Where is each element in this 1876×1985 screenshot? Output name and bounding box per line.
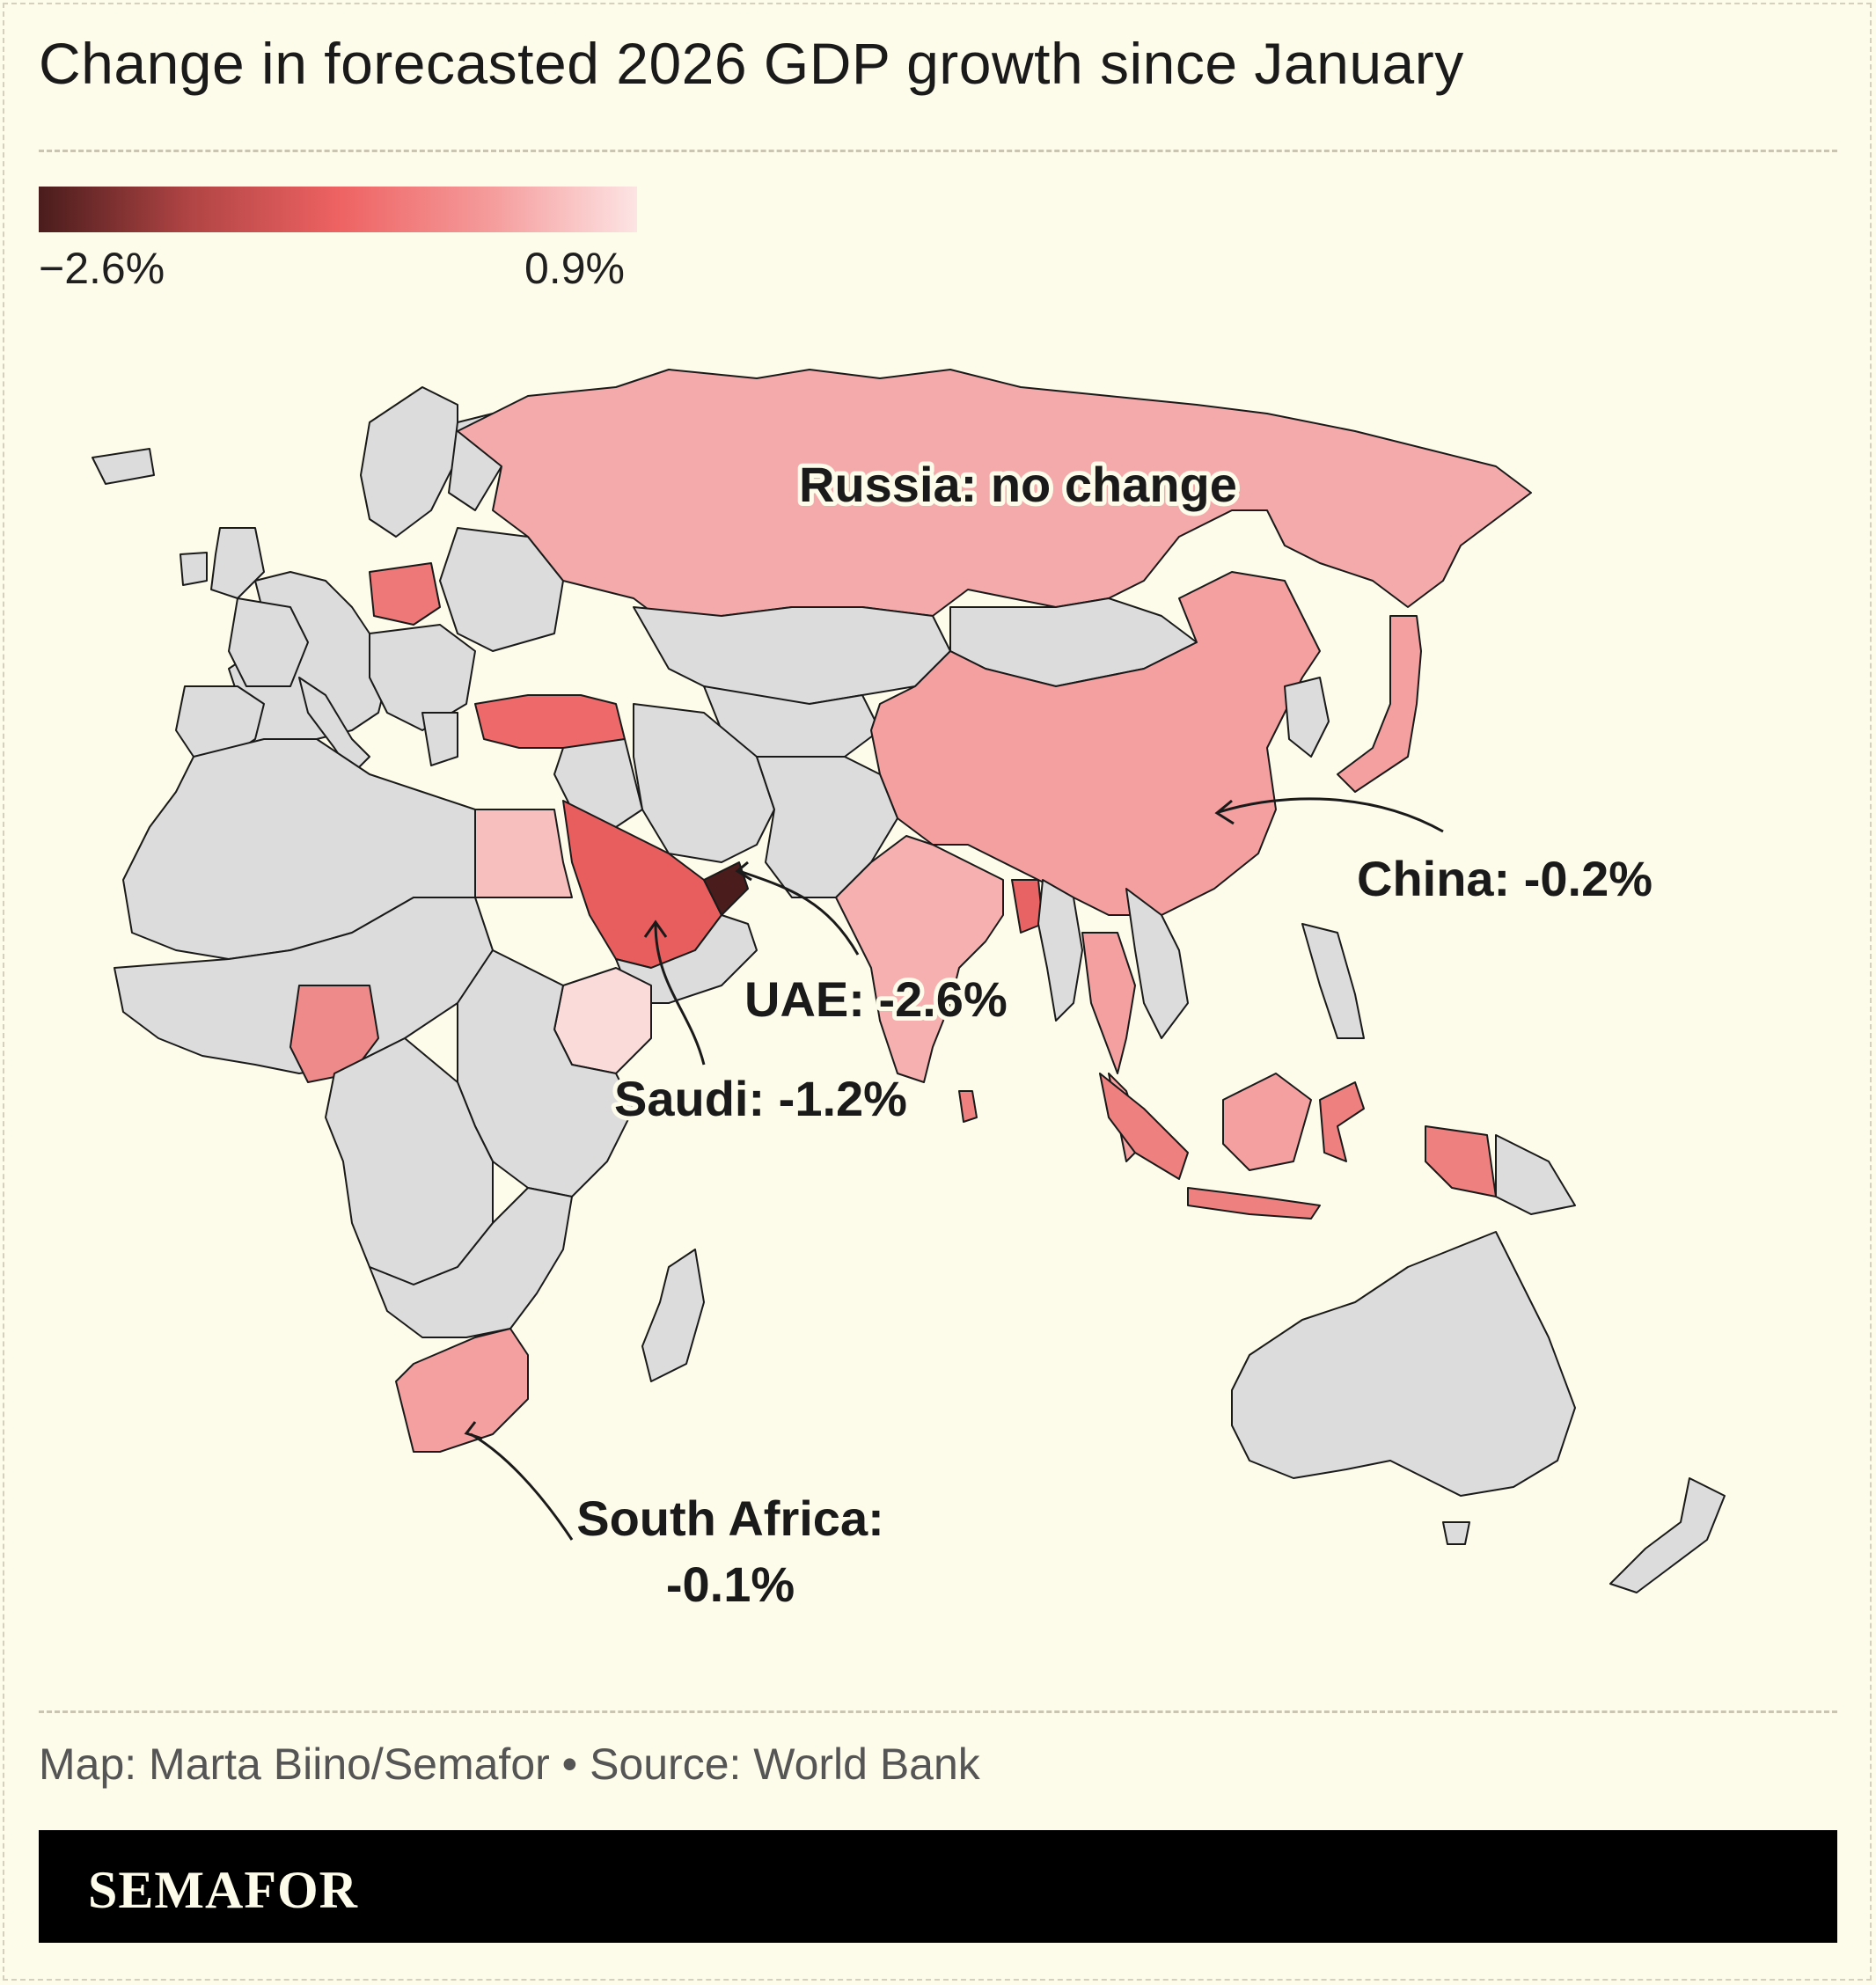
label-saudi: Saudi: -1.2% (614, 1071, 907, 1126)
country-vietnam (1125, 888, 1189, 1039)
choropleth-map: Russia: no change China: -0.2% UAE: -2.6… (0, 317, 1876, 1689)
country-uae (703, 861, 749, 916)
country-tasmania (1442, 1521, 1470, 1545)
country-poland (369, 562, 441, 626)
bottom-divider (39, 1710, 1837, 1713)
saudi-arrow (654, 923, 706, 1066)
country-new-zealand (1609, 1477, 1726, 1593)
country-sulawesi (1319, 1081, 1365, 1162)
uae-arrowhead (735, 861, 752, 882)
label-south-africa-value: -0.1% (666, 1557, 795, 1612)
label-russia: Russia: no change (799, 457, 1237, 512)
country-turkey (474, 694, 626, 749)
country-madagascar (641, 1249, 705, 1382)
country-thailand (1081, 932, 1136, 1074)
label-south-africa-name: South Africa: (576, 1491, 883, 1546)
legend-max-label: 0.9% (524, 244, 625, 293)
label-china: China: -0.2% (1357, 851, 1652, 906)
country-philippines (1301, 923, 1365, 1039)
chart-frame (3, 3, 1872, 1981)
legend-min-label: −2.6% (39, 244, 165, 293)
chart-title: Change in forecasted 2026 GDP growth sin… (39, 31, 1464, 96)
saudi-arrowhead (643, 919, 668, 938)
country-papua-indonesia (1425, 1125, 1497, 1198)
country-china (870, 571, 1321, 916)
country-egypt (474, 809, 573, 898)
country-papua-new-guinea (1495, 1134, 1576, 1215)
china-arrow (1218, 797, 1444, 833)
uae-arrow (738, 869, 860, 956)
country-south-africa (395, 1328, 529, 1453)
color-scale-legend (39, 187, 637, 232)
top-divider (39, 150, 1837, 152)
country-sri-lanka (958, 1090, 978, 1123)
country-scandinavia (360, 386, 458, 538)
country-myanmar (1037, 879, 1083, 1022)
country-india (835, 835, 1004, 1083)
south-africa-arrow (470, 1432, 574, 1541)
country-ireland (180, 552, 208, 586)
country-iran (633, 703, 775, 863)
country-sumatra (1099, 1073, 1189, 1180)
country-southern-africa (369, 1187, 573, 1338)
country-borneo (1222, 1073, 1312, 1171)
semafor-logo: SEMAFOR (88, 1861, 358, 1919)
country-uk (210, 527, 265, 599)
south-africa-arrowhead (464, 1421, 483, 1440)
country-australia (1231, 1231, 1576, 1497)
country-japan (1337, 615, 1422, 793)
country-greece (421, 712, 458, 766)
china-arrowhead (1214, 799, 1235, 825)
country-kazakhstan (633, 606, 951, 705)
source-credit: Map: Marta Biino/Semafor • Source: World… (39, 1740, 980, 1789)
country-korea (1284, 677, 1330, 758)
country-java (1187, 1187, 1321, 1220)
country-italy (298, 677, 370, 775)
country-iceland (92, 448, 155, 485)
country-france (228, 597, 309, 687)
footer-bar: SEMAFOR (39, 1830, 1837, 1943)
label-uae: UAE: -2.6% (744, 971, 1008, 1027)
